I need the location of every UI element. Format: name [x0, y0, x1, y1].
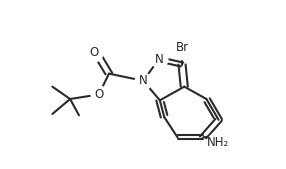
Text: O: O	[94, 88, 104, 101]
Text: N: N	[139, 74, 148, 87]
Text: O: O	[90, 46, 99, 59]
Text: Br: Br	[176, 41, 188, 54]
Text: N: N	[154, 53, 163, 66]
Text: NH₂: NH₂	[206, 136, 229, 149]
